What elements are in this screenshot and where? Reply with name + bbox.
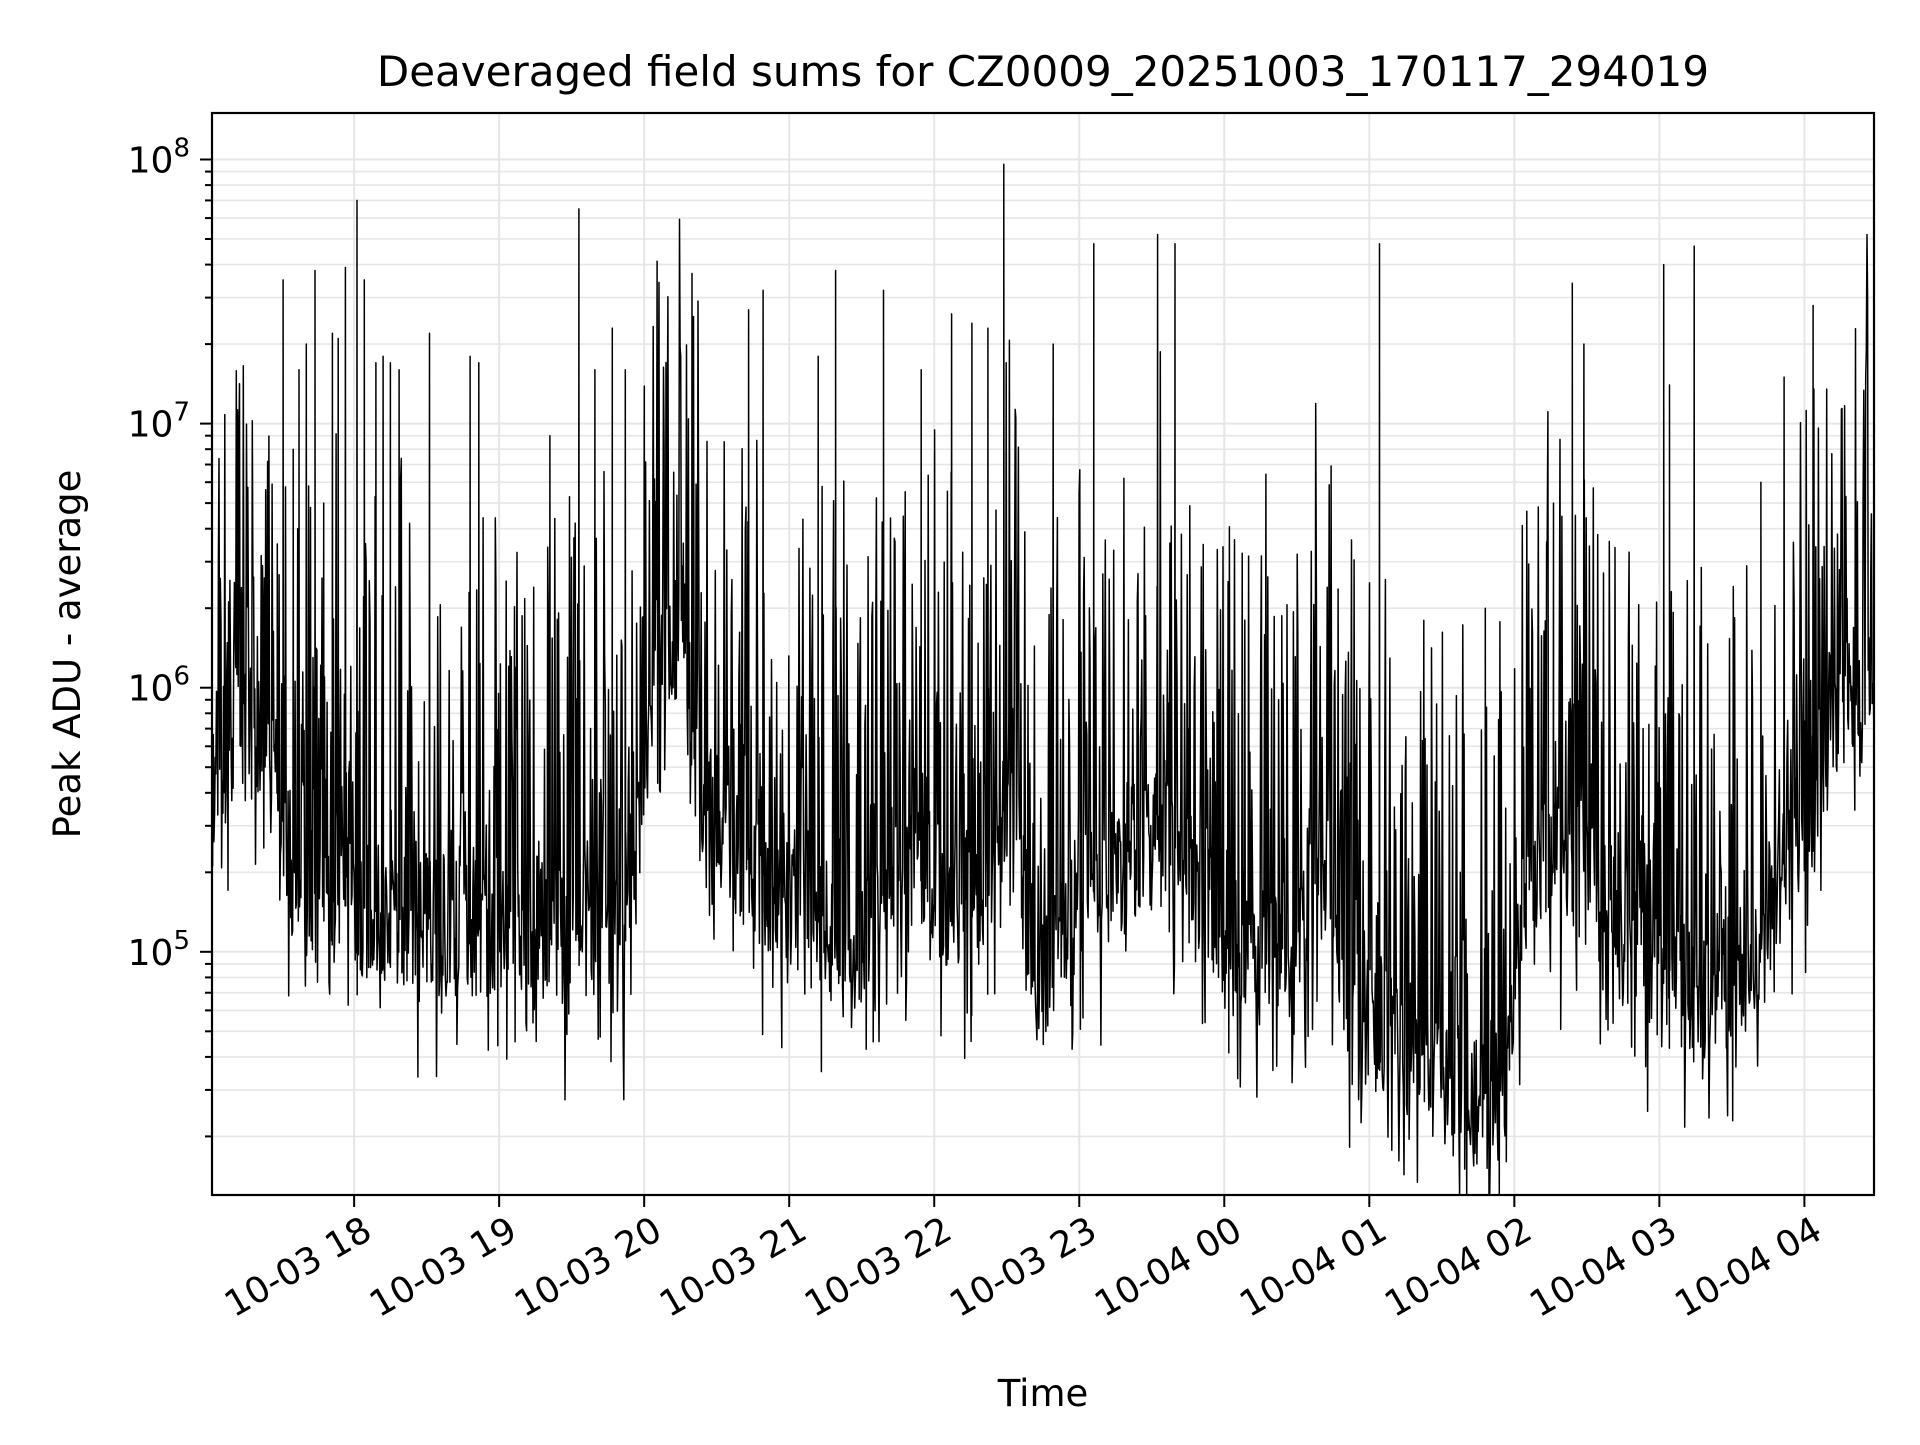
y-axis-ticks: 105 106 107 108: [128, 134, 212, 1138]
y-axis-label: Peak ADU - average: [46, 470, 89, 839]
x-tick-label: 10-04 01: [1233, 1209, 1394, 1325]
x-tick-label: 10-03 19: [363, 1209, 524, 1325]
plot-frame: [210, 111, 1876, 1197]
x-tick-label: 10-04 04: [1668, 1209, 1829, 1325]
x-tick-label: 10-03 20: [508, 1209, 669, 1325]
y-tick-label: 107: [128, 398, 190, 446]
x-tick-label: 10-03 22: [798, 1209, 959, 1325]
series-layer: [211, 163, 1875, 1196]
chart-title: Deaveraged field sums for CZ0009_2025100…: [377, 47, 1709, 96]
x-axis-label: Time: [997, 1372, 1089, 1415]
x-tick-label: 10-03 18: [218, 1209, 379, 1325]
x-tick-label: 10-04 02: [1378, 1209, 1539, 1325]
x-tick-label: 10-04 03: [1523, 1209, 1684, 1325]
y-tick-label: 106: [128, 662, 190, 710]
x-tick-label: 10-03 21: [653, 1209, 814, 1325]
x-tick-label: 10-03 23: [943, 1209, 1104, 1325]
series-line: [211, 163, 1875, 1196]
y-tick-label: 108: [128, 134, 190, 182]
y-tick-label: 105: [128, 926, 190, 974]
x-tick-label: 10-04 00: [1088, 1209, 1249, 1325]
